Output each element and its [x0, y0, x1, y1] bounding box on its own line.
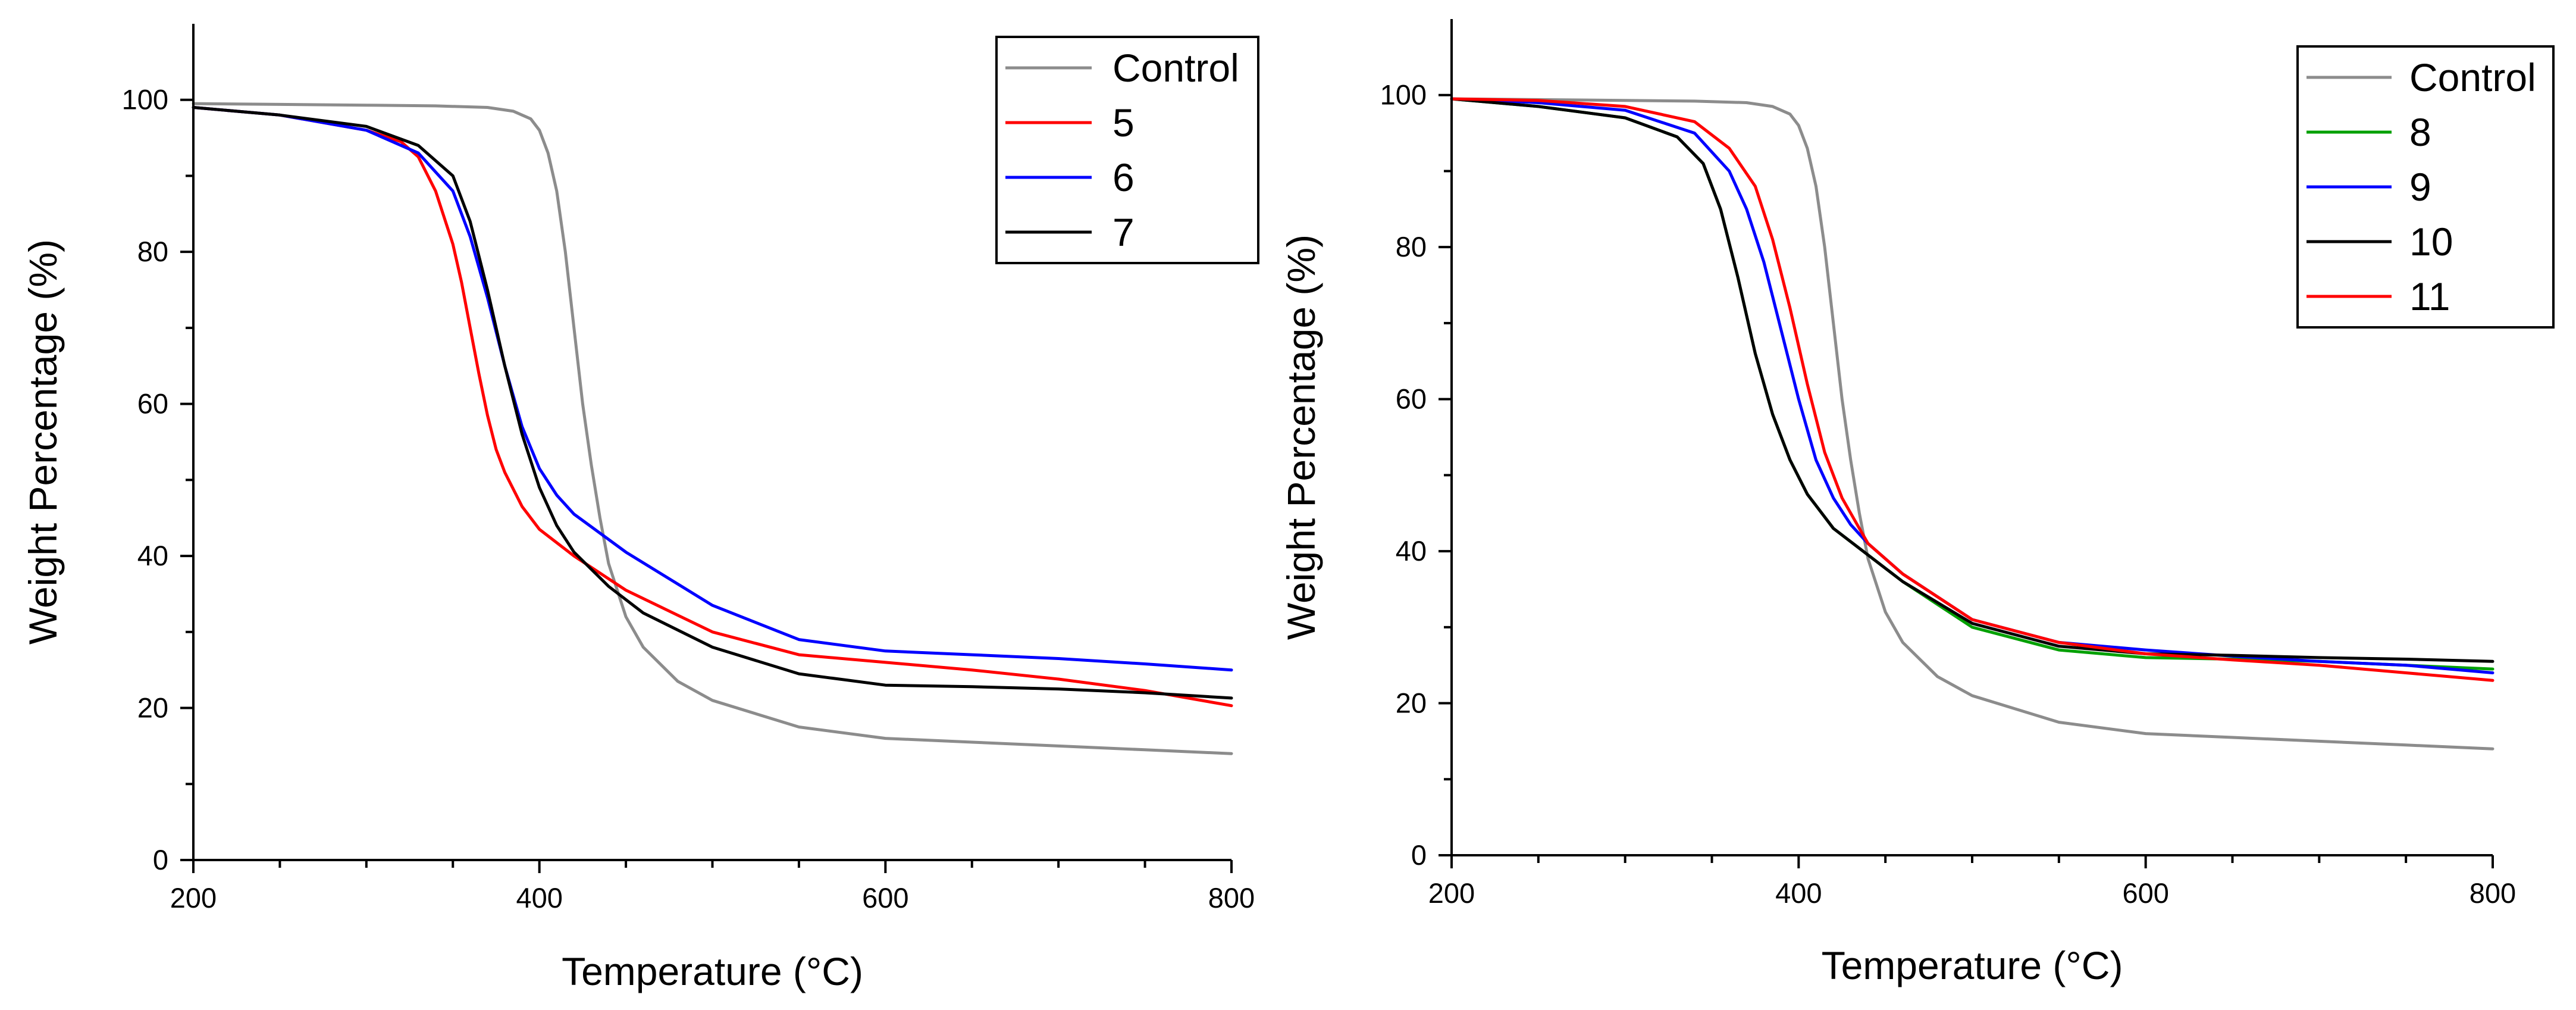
y-tick-label: 100	[1380, 79, 1427, 111]
y-tick-label: 20	[1396, 687, 1427, 719]
axes	[180, 24, 1233, 873]
x-tick-label: 800	[2470, 877, 2516, 909]
legend: Control 5 6 7	[995, 36, 1259, 264]
legend-label-7: 7	[1112, 210, 1135, 254]
x-tick-label: 600	[862, 882, 908, 914]
series-line-Control	[192, 102, 1233, 755]
y-axis-title: Weight Percentage (%)	[1279, 234, 1323, 640]
series-line-11	[1450, 97, 2494, 682]
legend-label-9: 9	[2409, 165, 2431, 209]
y-tick-label: 40	[1396, 535, 1427, 567]
y-tick-label: 80	[137, 236, 168, 267]
y-tick-label: 100	[122, 84, 168, 115]
y-tick-label: 40	[137, 540, 168, 571]
x-tick-label: 200	[170, 882, 217, 914]
legend-box	[995, 36, 1259, 264]
tick-labels: 200 400 600 800 0 20 40 60 80 100	[1380, 79, 2517, 909]
x-tick-label: 200	[1428, 877, 1475, 909]
x-axis-title: Temperature (°C)	[562, 949, 863, 993]
x-tick-label: 600	[2122, 877, 2168, 909]
y-tick-label: 0	[1411, 839, 1427, 871]
series-line-10	[1450, 97, 2494, 663]
chart-right: 200 400 600 800 0 20 40 60 80 100 Temperature (°C…	[1279, 19, 2555, 987]
legend-label-Control: Control	[2409, 55, 2536, 99]
legend-label-Control: Control	[1112, 46, 1239, 90]
series-line-Control	[1450, 97, 2494, 751]
plot-lines	[1450, 97, 2494, 751]
y-tick-label: 20	[137, 692, 168, 724]
x-tick-label: 400	[516, 882, 562, 914]
series-line-7	[192, 106, 1233, 700]
plot-lines	[192, 102, 1233, 755]
series-line-6	[192, 106, 1233, 672]
legend: Control 8 9 10 11	[2296, 45, 2555, 329]
y-tick-label: 80	[1396, 231, 1427, 262]
legend-label-11: 11	[2409, 274, 2450, 318]
legend-label-8: 8	[2409, 110, 2431, 154]
legend-label-5: 5	[1112, 101, 1135, 145]
y-tick-label: 0	[153, 844, 168, 875]
y-tick-label: 60	[1396, 383, 1427, 415]
y-tick-label: 60	[137, 388, 168, 420]
legend-label-10: 10	[2409, 220, 2453, 264]
x-tick-label: 400	[1775, 877, 1822, 909]
x-axis-title: Temperature (°C)	[1822, 943, 2123, 987]
x-tick-label: 800	[1208, 882, 1255, 914]
tick-labels: 200 400 600 800 0 20 40 60 80 100	[122, 84, 1255, 914]
axes	[1439, 19, 2494, 868]
y-axis-title: Weight Percentage (%)	[21, 239, 65, 645]
chart-left: 200 400 600 800 0 20 40 60 80 100 Temperature (°C…	[21, 24, 1259, 993]
series-line-5	[192, 106, 1233, 708]
legend-label-6: 6	[1112, 155, 1135, 199]
